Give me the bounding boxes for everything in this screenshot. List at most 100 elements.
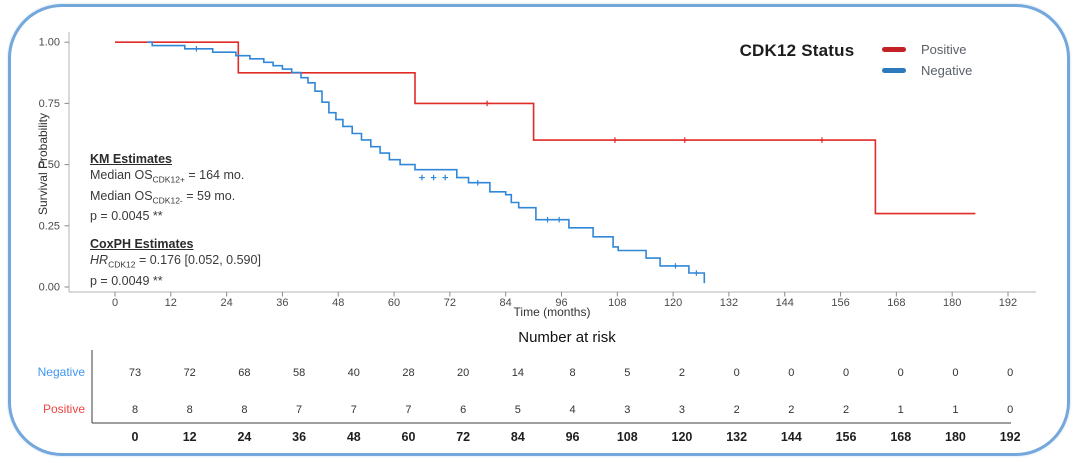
risk-value-negative: 0 [843, 367, 849, 379]
risk-value-negative: 0 [734, 367, 740, 379]
risk-axis-tick: 0 [132, 430, 139, 444]
risk-value-positive: 7 [296, 404, 302, 416]
risk-value-positive: 7 [351, 404, 357, 416]
svg-text:12: 12 [165, 297, 177, 309]
svg-text:0.25: 0.25 [39, 220, 60, 232]
risk-value-negative: 68 [238, 367, 250, 379]
legend: Positive Negative [882, 40, 972, 82]
negative-curve [147, 41, 706, 284]
svg-text:192: 192 [999, 297, 1017, 309]
risk-value-positive: 1 [952, 404, 958, 416]
svg-text:72: 72 [444, 297, 456, 309]
svg-text:180: 180 [943, 297, 961, 309]
risk-value-positive: 5 [515, 404, 521, 416]
risk-axis-tick: 180 [945, 430, 966, 444]
risk-value-negative: 0 [898, 367, 904, 379]
figure-border [8, 4, 1070, 456]
svg-text:1.00: 1.00 [39, 37, 60, 49]
risk-axis-tick: 84 [511, 430, 525, 444]
km-median-positive: Median OSCDK12+ = 164 mo. [90, 168, 245, 185]
risk-value-negative: 58 [293, 367, 305, 379]
legend-swatch-negative-icon [882, 67, 906, 73]
risk-value-positive: 2 [734, 404, 740, 416]
risk-axis-tick: 132 [726, 430, 747, 444]
risk-value-negative: 0 [952, 367, 958, 379]
svg-text:60: 60 [388, 297, 400, 309]
risk-value-negative: 8 [570, 367, 576, 379]
estimates-annotation: KM Estimates Median OSCDK12+ = 164 mo. M… [90, 151, 360, 289]
risk-table-title: Number at risk [518, 329, 616, 346]
risk-axis-tick: 48 [347, 430, 361, 444]
risk-value-negative: 28 [402, 367, 414, 379]
risk-axis-tick: 72 [456, 430, 470, 444]
risk-value-negative: 5 [624, 367, 630, 379]
risk-value-positive: 8 [187, 404, 193, 416]
svg-text:24: 24 [220, 297, 232, 309]
risk-value-positive: 6 [460, 404, 466, 416]
coxph-p-value: p = 0.0049 ** [90, 273, 163, 288]
risk-value-negative: 2 [679, 367, 685, 379]
risk-axis-tick: 12 [183, 430, 197, 444]
x-axis-label: Time (months) [513, 305, 591, 319]
risk-value-positive: 8 [241, 404, 247, 416]
risk-value-positive: 1 [898, 404, 904, 416]
svg-text:132: 132 [720, 297, 738, 309]
svg-text:120: 120 [664, 297, 682, 309]
risk-value-positive: 8 [132, 404, 138, 416]
risk-axis-tick: 108 [617, 430, 638, 444]
svg-text:168: 168 [887, 297, 905, 309]
risk-axis-tick: 36 [292, 430, 306, 444]
risk-value-positive: 7 [405, 404, 411, 416]
svg-text:84: 84 [500, 297, 512, 309]
legend-swatch-positive-icon [882, 46, 906, 52]
risk-value-negative: 0 [788, 367, 794, 379]
risk-axis-tick: 192 [1000, 430, 1021, 444]
risk-value-positive: 3 [679, 404, 685, 416]
risk-axis-tick: 144 [781, 430, 802, 444]
risk-table: 0738127282468836587484076028772206841459… [91, 350, 1021, 444]
legend-item-negative: Negative [882, 61, 972, 79]
km-median-negative: Median OSCDK12- = 59 mo. [90, 188, 236, 206]
risk-value-positive: 2 [788, 404, 794, 416]
svg-text:48: 48 [332, 297, 344, 309]
risk-axis-tick: 24 [237, 430, 251, 444]
chart-title: CDK12 Status [739, 41, 855, 60]
risk-axis-tick: 120 [672, 430, 693, 444]
svg-text:0: 0 [112, 297, 118, 309]
legend-item-positive: Positive [882, 40, 972, 58]
svg-text:0.75: 0.75 [39, 98, 60, 110]
risk-axis-tick: 60 [402, 430, 416, 444]
risk-value-negative: 40 [348, 367, 360, 379]
svg-text:36: 36 [276, 297, 288, 309]
axes: 0 12 24 36 48 60 72 84 96 108 120 132 144 156 168 180 19… [39, 32, 1036, 309]
coxph-title: CoxPH Estimates [90, 237, 194, 251]
svg-text:156: 156 [831, 297, 849, 309]
legend-label-positive: Positive [921, 41, 967, 57]
risk-value-positive: 3 [624, 404, 630, 416]
svg-text:144: 144 [776, 297, 794, 309]
risk-axis-tick: 96 [566, 430, 580, 444]
risk-value-negative: 20 [457, 367, 469, 379]
risk-value-positive: 2 [843, 404, 849, 416]
km-estimates-title: KM Estimates [90, 152, 172, 166]
risk-value-positive: 0 [1007, 404, 1013, 416]
coxph-hr: HRCDK12 = 0.176 [0.052, 0.590] [90, 253, 261, 270]
risk-row-label-positive: Positive [42, 402, 85, 416]
km-p-value: p = 0.0045 ** [90, 209, 163, 223]
risk-row-label-negative: Negative [37, 365, 85, 379]
svg-text:0.50: 0.50 [39, 159, 60, 171]
risk-value-negative: 14 [512, 367, 524, 379]
risk-value-positive: 4 [570, 404, 576, 416]
risk-value-negative: 72 [184, 367, 196, 379]
svg-text:108: 108 [608, 297, 626, 309]
legend-label-negative: Negative [921, 62, 973, 78]
svg-text:0.00: 0.00 [39, 282, 60, 294]
y-axis-label: Survival Probability [36, 112, 50, 216]
risk-axis-tick: 156 [836, 430, 857, 444]
svg-text:96: 96 [555, 297, 567, 309]
risk-value-negative: 0 [1007, 367, 1013, 379]
risk-axis-tick: 168 [890, 430, 911, 444]
risk-value-negative: 73 [129, 367, 141, 379]
